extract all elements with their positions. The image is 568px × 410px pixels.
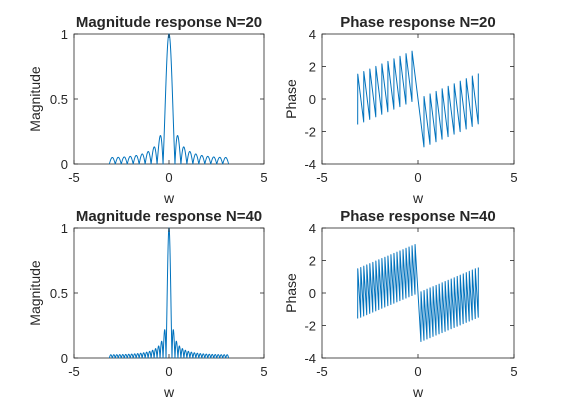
y-tick-label: 4: [309, 221, 316, 236]
y-tick-label: 4: [309, 27, 316, 42]
y-axis-label: Phase: [283, 79, 299, 119]
x-tick-label: -5: [68, 170, 80, 185]
y-tick-label: 1: [61, 221, 68, 236]
series-line: [357, 243, 479, 343]
subplot-phase40: -5 0 5 -4 -2 0 2 4 Phase response N=40 w Phase: [283, 208, 518, 400]
chart-title: Magnitude response N=20: [76, 14, 262, 31]
y-tick-label: 0.5: [50, 286, 68, 301]
chart-title: Magnitude response N=40: [76, 208, 262, 225]
y-tick-label: 2: [309, 254, 316, 269]
x-tick-label: -5: [68, 364, 80, 379]
x-tick-label: 0: [414, 170, 421, 185]
x-tick-label: 5: [260, 364, 267, 379]
x-axis-label: w: [163, 190, 175, 206]
y-tick-label: 0: [309, 286, 316, 301]
chart-title: Phase response N=40: [340, 208, 496, 225]
x-tick-label: -5: [316, 364, 328, 379]
y-tick-label: 1: [61, 27, 68, 42]
subplot-phase20: -5 0 5 -4 -2 0 2 4 Phase response N=20 w Phase: [283, 14, 518, 206]
chart-title: Phase response N=20: [340, 14, 496, 31]
y-tick-label: -4: [304, 351, 316, 366]
y-tick-label: 0: [61, 157, 68, 172]
y-tick-label: -2: [304, 319, 316, 334]
y-tick-label: 0: [61, 351, 68, 366]
x-tick-label: -5: [316, 170, 328, 185]
x-axis-label: w: [412, 384, 424, 400]
x-tick-label: 5: [510, 364, 517, 379]
axes-box: [73, 33, 265, 165]
axes-box: [73, 227, 265, 359]
x-tick-label: 5: [510, 170, 517, 185]
y-tick-label: 2: [309, 60, 316, 75]
x-tick-label: 0: [165, 364, 172, 379]
y-tick-label: 0: [309, 92, 316, 107]
x-tick-label: 0: [165, 170, 172, 185]
x-tick-label: 5: [260, 170, 267, 185]
y-axis-label: Phase: [283, 273, 299, 313]
y-tick-label: -2: [304, 125, 316, 140]
y-tick-label: -4: [304, 157, 316, 172]
y-axis-label: Magnitude: [27, 260, 43, 326]
x-axis-label: w: [163, 384, 175, 400]
y-tick-label: 0.5: [50, 92, 68, 107]
x-tick-label: 0: [414, 364, 421, 379]
y-axis-label: Magnitude: [27, 66, 43, 132]
x-axis-label: w: [412, 190, 424, 206]
series-line: [357, 50, 479, 148]
